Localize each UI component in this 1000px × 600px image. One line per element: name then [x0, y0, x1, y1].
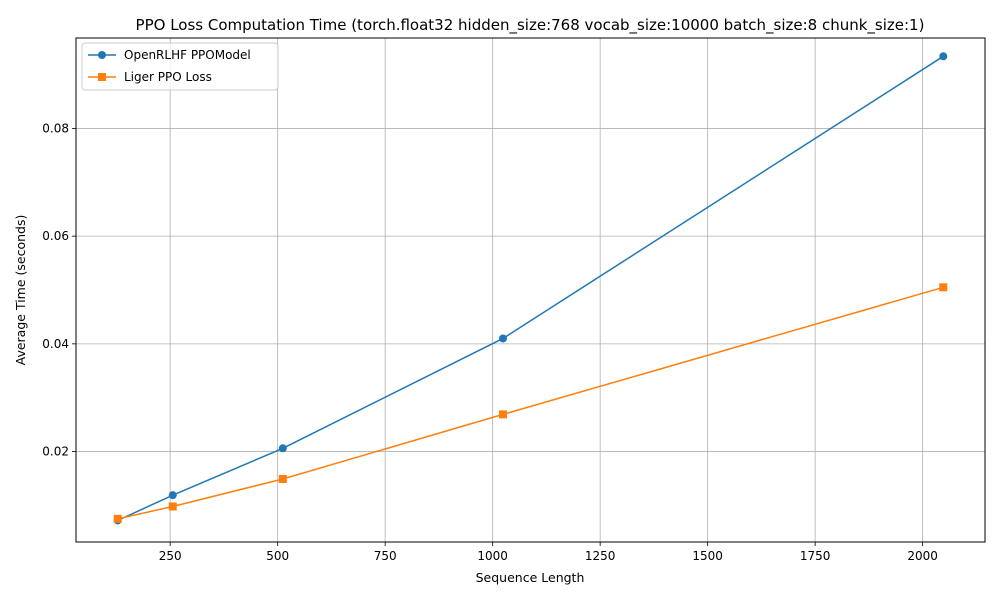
x-tick-label: 1250: [585, 549, 616, 563]
data-point: [168, 502, 177, 511]
data-point: [939, 52, 948, 61]
data-point: [498, 334, 507, 343]
x-tick-label: 2000: [907, 549, 938, 563]
plot-area: [75, 37, 986, 543]
series-2: [113, 283, 948, 523]
data-point: [498, 410, 507, 419]
chart-title: PPO Loss Computation Time (torch.float32…: [136, 16, 925, 35]
y-tick-label: 0.08: [42, 121, 69, 135]
legend-label: Liger PPO Loss: [124, 70, 212, 84]
series-line: [117, 286, 944, 520]
series-line: [117, 55, 944, 522]
x-tick-label: 250: [159, 549, 182, 563]
legend-entry: OpenRLHF PPOModel: [88, 48, 251, 62]
legend-marker: [98, 73, 106, 81]
x-tick-label: 1000: [477, 549, 508, 563]
data-point: [278, 444, 287, 453]
x-tick-label: 750: [374, 549, 397, 563]
y-tick-label: 0.02: [42, 445, 69, 459]
x-tick-label: 500: [266, 549, 289, 563]
legend: OpenRLHF PPOModel Liger PPO Loss: [81, 42, 279, 91]
y-axis-label: Average Time (seconds): [13, 215, 28, 366]
series-1: [113, 52, 948, 525]
data-point: [168, 491, 177, 500]
y-tick-label: 0.04: [42, 337, 69, 351]
grid: [76, 38, 985, 542]
x-tick-label: 1500: [692, 549, 723, 563]
legend-box: [81, 42, 279, 91]
data-point: [278, 475, 287, 483]
legend-marker: [98, 51, 106, 59]
y-tick-label: 0.06: [42, 229, 69, 243]
y-axis-ticks: 0.02 0.04 0.06 0.08: [42, 121, 76, 459]
legend-label: OpenRLHF PPOModel: [124, 48, 251, 62]
x-axis-ticks: 250 500 750 1000 1250 1500 1750 2000: [159, 542, 938, 563]
x-tick-label: 1750: [800, 549, 831, 563]
data-point: [113, 514, 122, 523]
x-axis-label: Sequence Length: [476, 570, 585, 585]
series-layer: [113, 52, 948, 525]
legend-entry: Liger PPO Loss: [88, 70, 212, 84]
data-point: [939, 283, 948, 292]
